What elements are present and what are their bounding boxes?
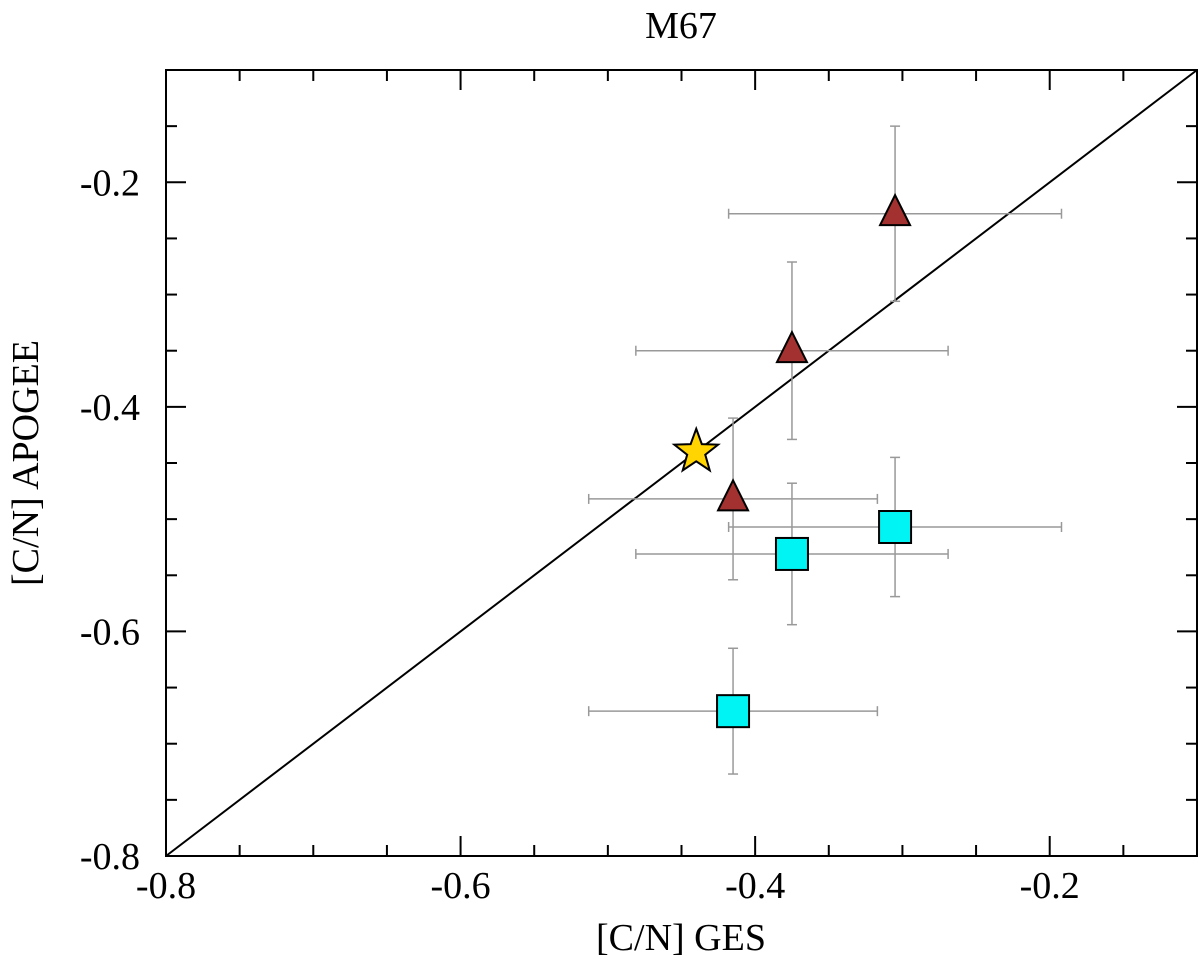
star-marker — [671, 425, 721, 473]
x-tick-label: -0.4 — [725, 865, 785, 907]
triangle-marker — [716, 478, 750, 512]
error-bars-layer — [587, 125, 1063, 775]
one-to-one-line — [165, 69, 1198, 857]
tick-labels: -0.8 -0.6 -0.4 -0.2 -0.8 -0.6 -0.4 -0.2 — [80, 162, 1080, 907]
y-axis-title: [C/N] APOGEE — [5, 340, 47, 586]
triangle-marker — [878, 192, 912, 227]
y-tick-label: -0.6 — [80, 611, 140, 653]
triangle-marker — [775, 329, 809, 364]
x-tick-label: -0.2 — [1020, 865, 1080, 907]
y-tick-label: -0.4 — [80, 387, 140, 429]
x-tick-label: -0.6 — [430, 865, 490, 907]
markers-layer — [671, 192, 913, 729]
plot-frame — [165, 69, 1198, 857]
y-tick-label: -0.2 — [80, 162, 140, 204]
square-marker — [878, 510, 913, 545]
axis-ticks — [166, 70, 1197, 856]
y-tick-label: -0.8 — [80, 836, 140, 878]
x-tick-label: -0.8 — [136, 865, 196, 907]
reference-line-layer — [165, 69, 1198, 857]
square-marker — [774, 536, 809, 571]
x-axis-title: [C/N] GES — [596, 917, 766, 959]
square-marker — [716, 694, 751, 729]
chart-title: M67 — [645, 5, 717, 47]
